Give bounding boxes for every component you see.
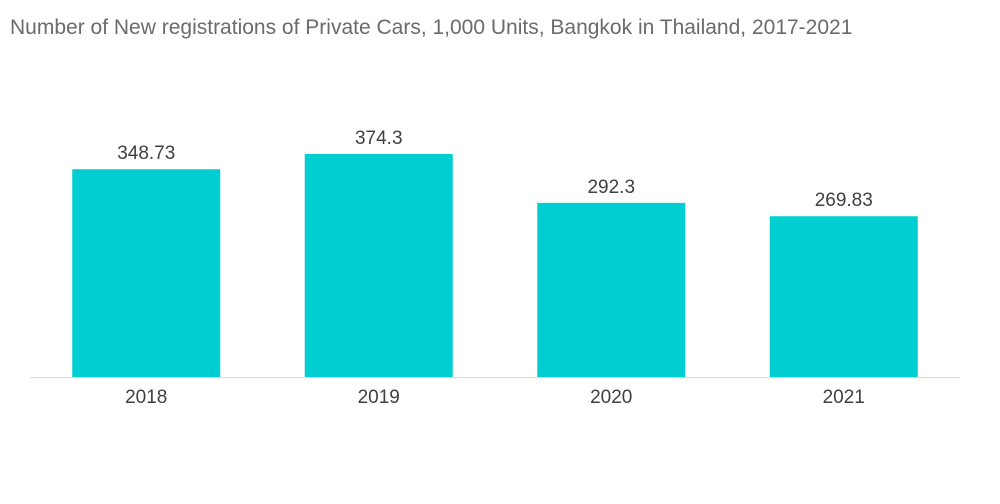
labels-layer: 348.73 374.3 292.3 269.83	[117, 128, 873, 211]
bar-2020	[537, 202, 686, 377]
data-label-2018: 348.73	[117, 143, 175, 164]
bar-2021	[769, 216, 918, 377]
data-label-2019: 374.3	[355, 128, 403, 149]
chart-title: Number of New registrations of Private C…	[10, 16, 853, 39]
x-tick-2020: 2020	[590, 387, 632, 408]
x-tick-2018: 2018	[125, 387, 167, 408]
bar-2019	[304, 154, 453, 377]
data-label-2020: 292.3	[587, 177, 635, 198]
bar-2018	[72, 169, 221, 377]
data-label-2021: 269.83	[815, 190, 873, 211]
x-tick-2019: 2019	[358, 387, 400, 408]
x-tick-2021: 2021	[823, 387, 865, 408]
bars-layer	[72, 154, 918, 377]
x-axis-ticks: 2018 2019 2020 2021	[125, 387, 865, 408]
